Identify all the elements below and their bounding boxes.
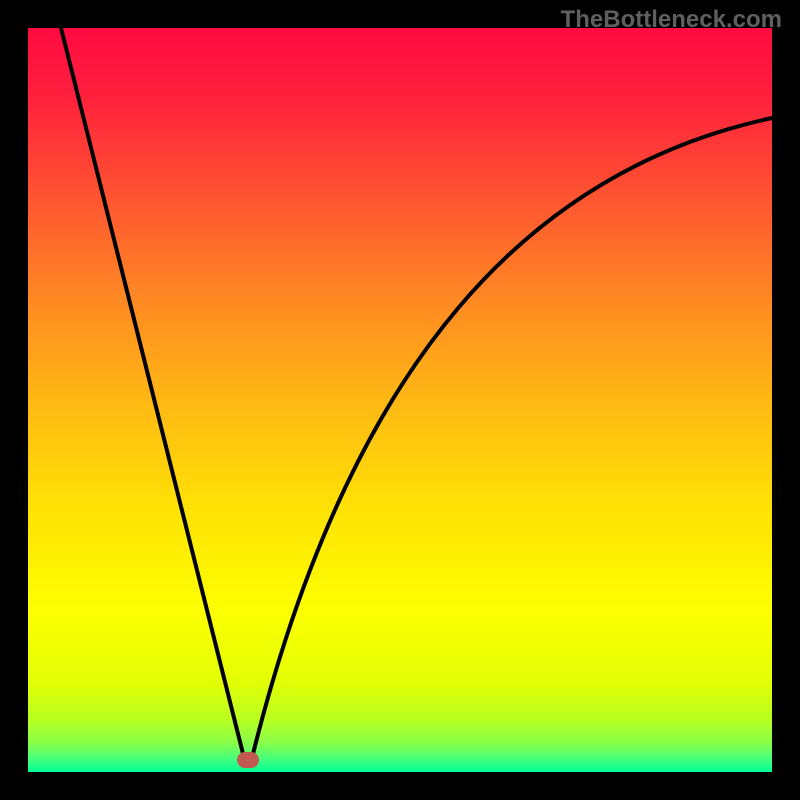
minimum-marker — [237, 752, 259, 768]
watermark-text: TheBottleneck.com — [561, 6, 782, 34]
curve-svg — [0, 0, 800, 800]
curve-layer — [0, 0, 800, 800]
